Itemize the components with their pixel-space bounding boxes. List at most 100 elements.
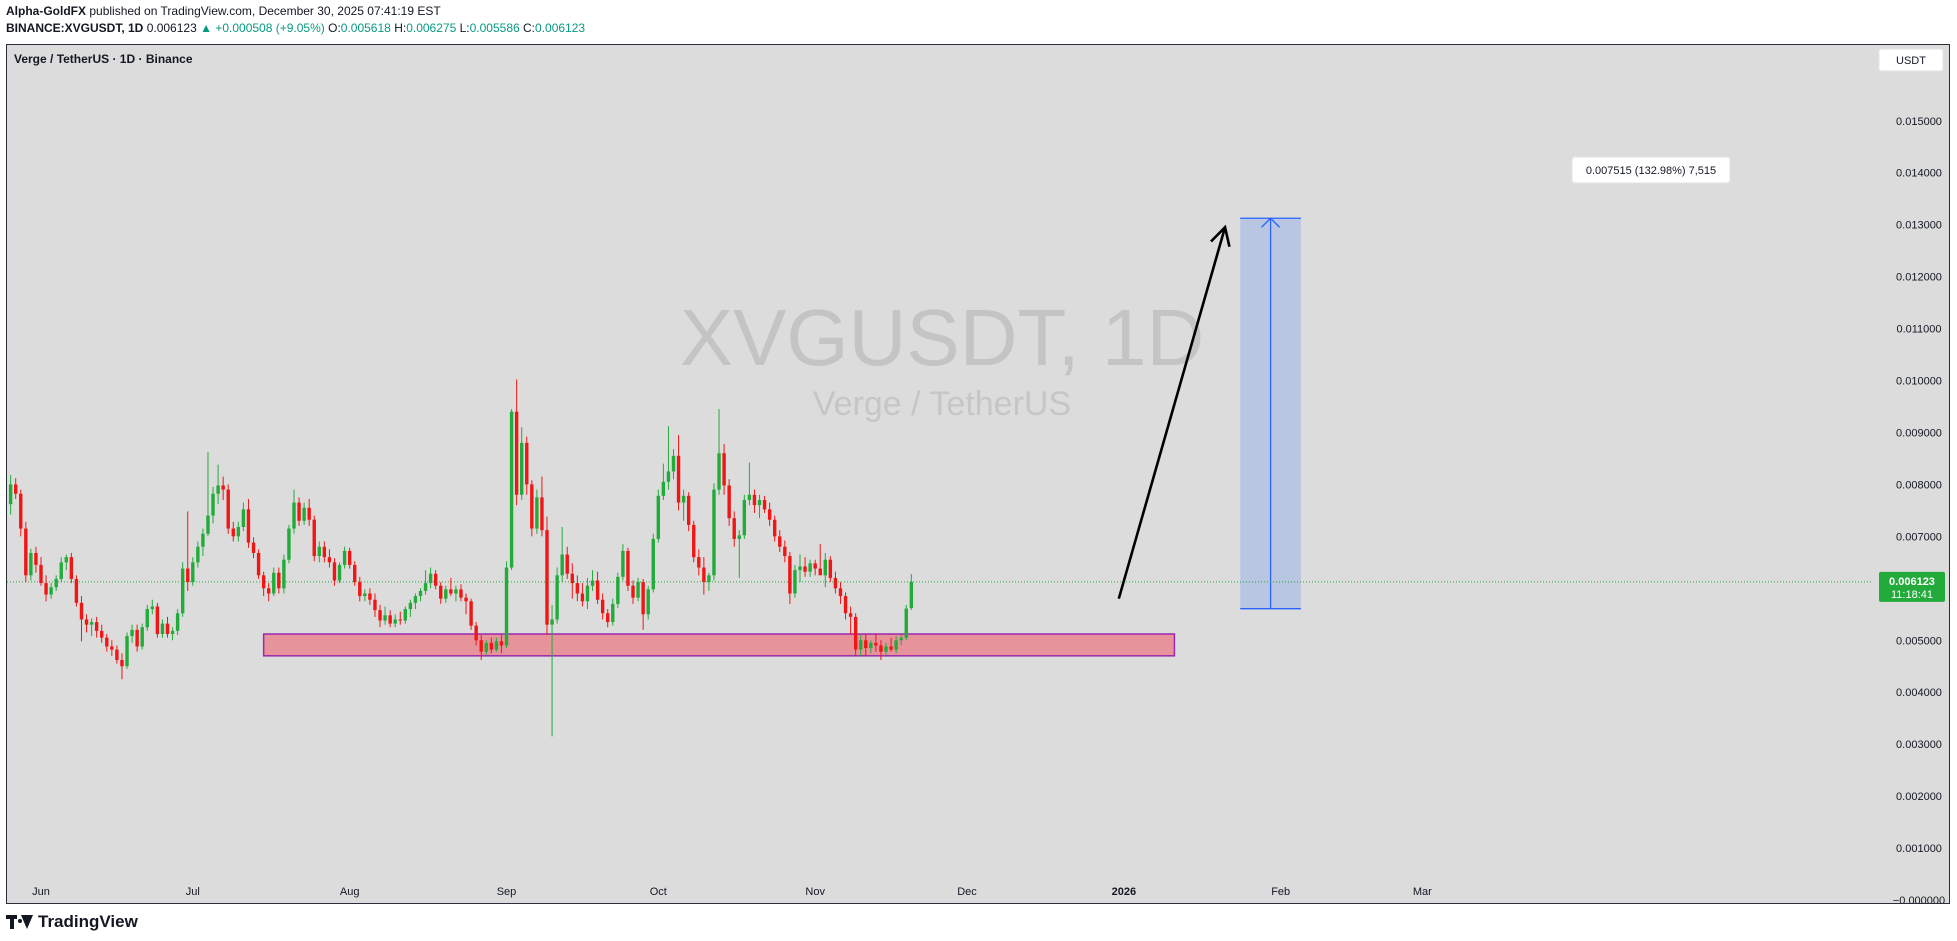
candle-body [175, 613, 180, 631]
currency-button[interactable]: USDT [1896, 55, 1926, 67]
candle-body [231, 528, 235, 537]
candle-body [550, 619, 554, 625]
candle-body [24, 528, 28, 576]
candle-body [671, 455, 676, 472]
x-axis-tick-label: Mar [1413, 886, 1432, 898]
candle-body [762, 499, 767, 510]
author-name[interactable]: Alpha-GoldFX [6, 4, 86, 18]
x-axis-tick-label: Sep [497, 886, 517, 898]
candle-body [120, 659, 124, 667]
projection-arrow-line[interactable] [1117, 226, 1227, 600]
candle-body [641, 582, 645, 615]
candle-body [590, 580, 595, 586]
publish-text: published on TradingView.com, December 3… [89, 4, 441, 18]
candle-body [282, 559, 286, 589]
x-axis-tick-label: Oct [650, 886, 667, 898]
candle-body [64, 557, 68, 563]
candle-body [327, 557, 332, 563]
open-value: 0.005618 [340, 21, 391, 35]
candle-body [39, 564, 43, 584]
candle-body [236, 526, 241, 537]
candle-body [211, 493, 215, 516]
candle-body [115, 649, 119, 660]
candle-body [464, 597, 468, 602]
support-zone-rect[interactable] [262, 633, 1176, 657]
candle-body [347, 550, 352, 565]
candle-body [186, 568, 190, 583]
candle-body [616, 576, 620, 604]
candle-body [383, 615, 387, 621]
candle-body [29, 552, 33, 576]
candle-body [201, 533, 205, 547]
measure-label: 0.007515 (132.98%) 7,515 [1586, 165, 1716, 177]
candle-body [408, 602, 413, 610]
price-tag-countdown: 11:18:41 [1891, 589, 1933, 601]
candle-body [84, 619, 89, 625]
candle-body [661, 481, 666, 496]
candle-body [302, 507, 306, 521]
candle-body [499, 641, 504, 646]
candle-body [838, 588, 843, 597]
chart-svg[interactable]: XVGUSDT, 1D Verge / TetherUS 0.007515 (1… [7, 45, 1949, 903]
candle-body [545, 530, 549, 625]
tradingview-logo[interactable]: TradingView [6, 912, 138, 932]
candle-body [428, 573, 433, 584]
chart-frame[interactable]: XVGUSDT, 1D Verge / TetherUS 0.007515 (1… [6, 44, 1950, 904]
candle-body [368, 593, 372, 600]
candle-body [378, 610, 382, 621]
candle-body [358, 582, 362, 597]
candle-body [125, 636, 129, 667]
candle-body [879, 645, 883, 652]
candle-body [403, 609, 408, 621]
candle-body [757, 499, 762, 506]
candle-body [322, 546, 327, 558]
x-axis-tick-label: Jun [32, 886, 50, 898]
candle-body [272, 572, 276, 594]
candle-body [778, 536, 782, 547]
close-label: C: [523, 21, 536, 35]
candle-body [79, 602, 84, 620]
candle-body [135, 629, 139, 647]
watermark-name: Verge / TetherUS [813, 385, 1071, 423]
candle-body [100, 630, 104, 638]
candle-body [631, 585, 635, 598]
candle-body [444, 589, 448, 599]
candle-body [267, 588, 271, 594]
y-axis-tick-label: 0.001000 [1896, 843, 1942, 855]
candle-body [180, 568, 185, 614]
price-tag-value: 0.006123 [1889, 576, 1935, 588]
x-axis-tick-label: 2026 [1112, 886, 1136, 898]
candle-body [555, 575, 559, 620]
candle-body [206, 515, 210, 534]
candle-body [292, 502, 296, 529]
candle-body [535, 497, 539, 529]
candle-body [49, 587, 53, 595]
x-axis-tick-label: Aug [340, 886, 360, 898]
y-axis-tick-label: 0.007000 [1896, 531, 1942, 543]
candle-body [722, 453, 726, 486]
candle-body [707, 575, 711, 583]
candle-body [105, 637, 109, 647]
candle-body [823, 559, 827, 576]
candle-body [277, 572, 281, 589]
candle-body [606, 613, 610, 623]
low-value: 0.005586 [469, 21, 520, 35]
candle-body [859, 640, 863, 650]
candle-body [656, 495, 661, 539]
candle-body [626, 550, 630, 586]
candle-body [413, 596, 418, 603]
candle-body [34, 552, 38, 565]
candle-body [600, 599, 605, 614]
candle-body [353, 564, 357, 583]
candle-body [418, 590, 423, 597]
y-axis-tick-label: 0.008000 [1896, 479, 1942, 491]
candle-body [89, 622, 94, 625]
symbol-info-bar: BINANCE:XVGUSDT, 1D 0.006123 ▲ +0.000508… [6, 21, 585, 35]
high-label: H: [394, 21, 407, 35]
currency-button-box[interactable] [1878, 48, 1944, 72]
candle-body [717, 453, 721, 490]
candle-body [742, 499, 747, 536]
candle-body [595, 580, 600, 600]
candle-body [19, 493, 23, 529]
x-axis-tick-label: Dec [957, 886, 977, 898]
